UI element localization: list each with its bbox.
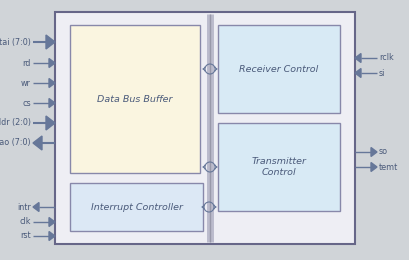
Text: Receiver Control: Receiver Control [239,64,318,74]
Text: rclk: rclk [378,54,393,62]
Bar [70,25,200,173]
Polygon shape [354,68,360,77]
Polygon shape [46,35,55,49]
Polygon shape [49,79,55,88]
Text: so: so [378,147,387,157]
Text: rd: rd [22,58,31,68]
Text: Interrupt Controller: Interrupt Controller [90,203,182,211]
Text: temt: temt [378,162,397,172]
Text: Transmitter
Control: Transmitter Control [251,157,306,177]
Text: si: si [378,68,384,77]
Polygon shape [46,116,55,130]
Bar [218,25,339,113]
Polygon shape [49,99,55,107]
Text: cs: cs [22,99,31,107]
Polygon shape [49,218,55,226]
Text: Data Bus Buffer: Data Bus Buffer [97,94,172,103]
Polygon shape [370,147,376,157]
Polygon shape [49,231,55,240]
Text: wr: wr [21,79,31,88]
Text: clk: clk [20,218,31,226]
Text: rst: rst [20,231,31,240]
Bar [218,123,339,211]
Bar [70,183,202,231]
Polygon shape [33,203,39,211]
Polygon shape [354,54,360,62]
Text: intr: intr [17,203,31,211]
Text: datao (7:0): datao (7:0) [0,139,31,147]
Polygon shape [370,162,376,172]
Text: addr (2:0): addr (2:0) [0,119,31,127]
Polygon shape [49,58,55,68]
Bar [55,12,354,244]
Text: datai (7:0): datai (7:0) [0,37,31,47]
Polygon shape [33,136,42,150]
